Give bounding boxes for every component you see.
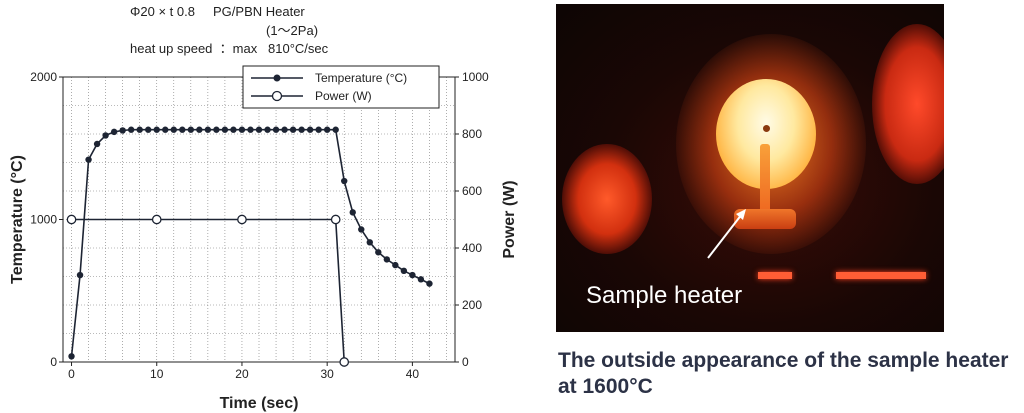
temperature-point [119,127,126,134]
temperature-point [68,353,75,360]
pointer-arrow [707,209,746,259]
temperature-point [409,271,416,279]
x-tick-label: 40 [406,367,420,381]
power-point [66,214,77,225]
temperature-point [85,156,92,163]
header-line-1: Φ20 × t 0.8 PG/PBN Heater [130,4,305,19]
header-line-3: heat up speed ：max 810°C/sec [130,41,329,56]
temperature-point [76,271,84,279]
photo-caption: The outside appearance of the sample hea… [558,349,1009,398]
y2-tick-label: 600 [462,184,482,198]
series-line-0 [70,128,430,357]
temperature-point [196,126,203,133]
heat-up-chart: Φ20 × t 0.8 PG/PBN Heater (1〜2Pa) heat u… [9,4,518,412]
x-axis-label: Time (sec) [220,395,299,412]
temperature-point [255,126,263,133]
power-point [237,214,247,225]
heater-stem [760,144,770,229]
temperature-point [110,128,118,136]
temperature-point [281,126,288,133]
legend-box [242,65,440,109]
temperature-point [127,126,135,133]
power-point [339,357,350,367]
y-tick-label: 1000 [30,213,57,227]
temperature-point [358,226,365,233]
power-point [151,214,162,225]
temperature-point [102,132,109,139]
temperature-point [332,126,339,133]
legend-label-0: Temperature (°C) [315,71,407,85]
caption-block: The outside appearance of the sample hea… [558,348,1024,400]
temperature-point [426,280,433,287]
temperature-point [323,126,331,133]
y2-tick-label: 0 [462,355,469,369]
right-heater-glow [872,24,944,184]
y2-tick-label: 1000 [462,70,489,84]
temperature-point [187,126,195,133]
temperature-point [145,126,152,133]
legend-marker-1 [271,90,283,102]
temperature-point [93,140,101,148]
temperature-point [170,126,177,133]
temperature-point [247,126,254,133]
x-tick-label: 0 [68,367,75,381]
temperature-point [136,126,143,133]
temperature-point [230,126,237,133]
temperature-point [264,126,271,133]
temperature-point [179,126,186,133]
temperature-point [315,126,322,133]
power-point [330,214,341,225]
y2-tick-label: 800 [462,127,482,141]
series-line-1 [71,218,346,363]
y-axis-label: Temperature (°C) [9,155,26,284]
y-tick-label: 0 [50,355,57,369]
heater-center-dot [763,125,770,132]
temperature-point [392,261,399,269]
x-tick-label: 20 [235,367,249,381]
temperature-point [306,126,314,133]
y2-axis-label: Power (W) [501,180,518,258]
temperature-point [213,126,220,133]
temperature-point [383,256,391,263]
temperature-point [400,267,408,274]
temperature-point [417,276,425,283]
y2-tick-label: 400 [462,241,482,255]
sample-heater-photo: Sample heater [556,4,944,332]
photo-label: Sample heater [586,282,743,309]
chart-canvas: 0 10 20 30 4001000200002004006008001000Time … [9,65,518,412]
temperature-point [289,126,297,133]
temperature-point [153,126,160,133]
heater-base [734,209,796,229]
heater-bar-right [836,272,926,279]
temperature-point [238,126,246,133]
temperature-point [204,126,212,133]
legend-label-1: Power (W) [315,89,372,103]
temperature-point [272,126,280,133]
y2-tick-label: 200 [462,298,482,312]
legend-marker-0 [273,74,281,82]
y-tick-label: 2000 [30,70,57,84]
temperature-point [375,249,382,256]
temperature-point [162,126,169,133]
left-heater-glow [562,144,652,254]
temperature-point [349,209,356,216]
temperature-point [298,126,305,133]
heater-bar-left [758,272,792,279]
x-tick-label: 30 [320,367,334,381]
header-line-2: (1〜2Pa) [266,23,319,38]
temperature-point [221,126,229,133]
x-tick-label: 10 [150,367,164,381]
temperature-point [366,239,373,246]
temperature-point [341,177,348,185]
